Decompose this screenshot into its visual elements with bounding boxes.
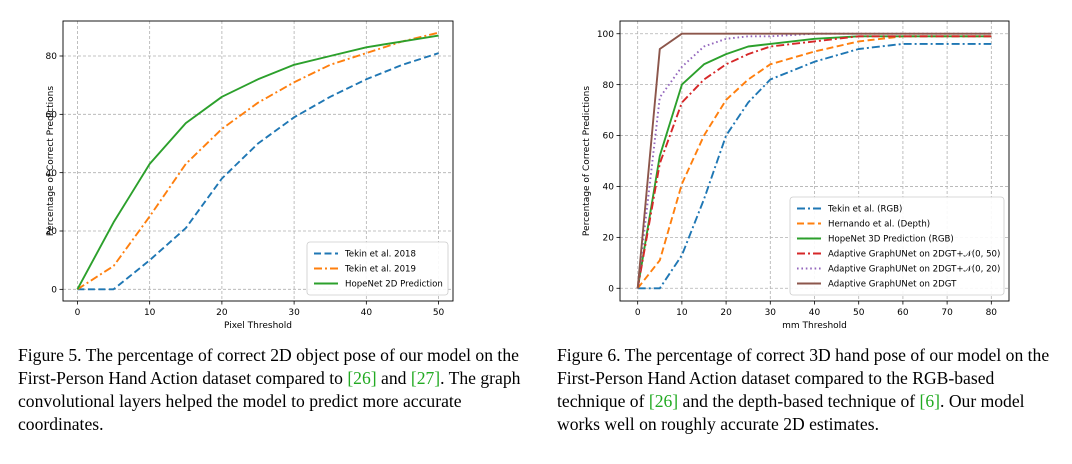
figure-5-caption: Figure 5. The percentage of correct 2D o…	[18, 344, 523, 436]
legend-label-2: Tekin et al. 2019	[344, 265, 416, 275]
plot-frame	[62, 20, 454, 302]
y-tick-label: 100	[597, 30, 614, 40]
x-axis-label: mm Threshold	[782, 321, 847, 331]
series-line-6	[636, 32, 992, 289]
series-line-4	[636, 35, 992, 289]
x-tick-label: 70	[941, 308, 953, 318]
caption-text: Figure 6. The percentage of correct 3D h…	[557, 345, 1050, 411]
legend-box	[789, 196, 1005, 296]
x-tick-label: 0	[75, 308, 81, 318]
y-tick-label: 60	[603, 132, 615, 142]
legend-label-1: Tekin et al. (RGB)	[827, 205, 902, 215]
legend-label-2: Hernando et al. (Depth)	[828, 220, 930, 230]
x-tick-label: 40	[809, 308, 821, 318]
x-tick-label: 30	[765, 308, 777, 318]
caption-text: and the depth-based technique of	[678, 391, 920, 411]
y-tick-label: 60	[46, 111, 58, 121]
x-tick-label: 40	[361, 308, 373, 318]
x-tick-label: 20	[720, 308, 732, 318]
x-tick-label: 20	[216, 308, 228, 318]
y-tick-label: 0	[51, 286, 57, 296]
caption-text: and	[376, 368, 411, 388]
y-tick-label: 0	[608, 284, 614, 294]
legend-label-4: Adaptive GraphUNet on 2DGT+𝒩(0, 50)	[828, 250, 1000, 260]
x-tick-label: 10	[144, 308, 156, 318]
citation-link[interactable]: [26]	[648, 391, 679, 411]
series-line-1	[77, 52, 439, 291]
series-line-1	[637, 42, 992, 290]
y-axis-label: Percentage of Correct Predictions	[582, 86, 592, 236]
legend-label-1: Tekin et al. 2018	[344, 250, 416, 260]
y-tick-label: 80	[46, 52, 58, 62]
x-axis-label: Pixel Threshold	[224, 321, 292, 331]
legend-box	[306, 241, 449, 296]
y-tick-label: 40	[603, 183, 615, 193]
x-tick-label: 50	[853, 308, 865, 318]
series-line-3	[76, 34, 439, 290]
citation-link[interactable]: [27]	[410, 368, 441, 388]
caption-text: . The graph convolutional layers helped …	[18, 368, 521, 434]
y-axis-label: Percentage of Correct Predictions	[46, 86, 56, 236]
caption-text: . Our model works well on roughly accura…	[557, 391, 1025, 434]
legend-label-3: HopeNet 3D Prediction (RGB)	[828, 235, 954, 245]
x-tick-label: 10	[676, 308, 688, 318]
citation-link[interactable]: [26]	[347, 368, 377, 388]
y-tick-label: 80	[603, 81, 615, 91]
figure-6-caption: Figure 6. The percentage of correct 3D h…	[557, 344, 1062, 436]
y-tick-label: 20	[603, 234, 615, 244]
figure-6-chart: 0 10 20 30 40 50 60 70 80 0 20 40 60 80 100 mm Threshol…	[582, 20, 1010, 331]
legend-label-5: Adaptive GraphUNet on 2DGT+𝒩(0, 20)	[828, 265, 1000, 275]
figure-5-chart: 0 10 20 30 40 50 0 20 40 60 80 Pixel Threshold Perce…	[46, 20, 454, 331]
legend-label-6: Adaptive GraphUNet on 2DGT	[828, 280, 957, 290]
x-tick-label: 50	[433, 308, 445, 318]
y-tick-label: 20	[46, 227, 58, 237]
legend-label-3: HopeNet 2D Prediction	[345, 280, 443, 290]
x-tick-label: 0	[635, 308, 641, 318]
citation-link[interactable]: [6]	[919, 391, 941, 411]
x-tick-label: 80	[986, 308, 998, 318]
caption-text: Figure 5. The percentage of correct 2D o…	[18, 345, 519, 388]
series-line-2	[76, 31, 439, 291]
y-tick-label: 40	[46, 169, 58, 179]
x-tick-label: 30	[288, 308, 300, 318]
x-tick-label: 60	[897, 308, 909, 318]
